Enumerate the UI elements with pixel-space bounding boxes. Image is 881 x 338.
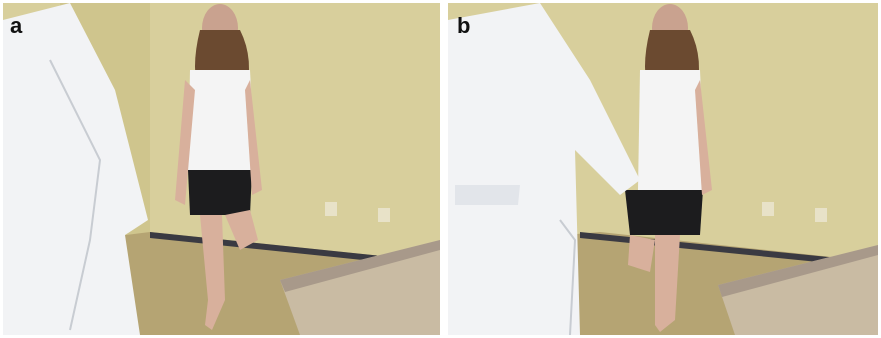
panel-label: b bbox=[457, 13, 470, 38]
figure: a b bbox=[0, 0, 881, 338]
photo-a bbox=[3, 3, 440, 335]
page: a b (() => { const data = JSON.parse(doc… bbox=[0, 0, 881, 338]
photo-b bbox=[448, 3, 878, 335]
panel-label: a bbox=[10, 13, 23, 38]
